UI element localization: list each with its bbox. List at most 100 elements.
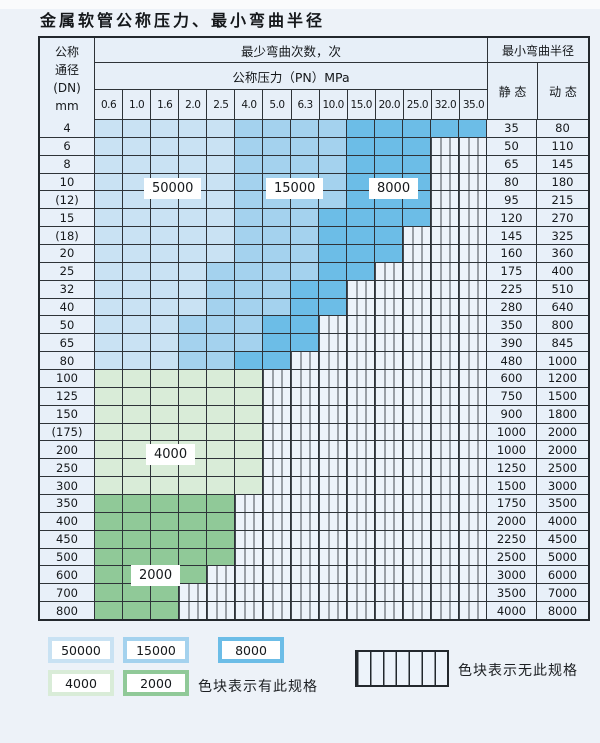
- dn-column-header: 公称 通径 (DN) mm: [40, 38, 95, 120]
- pressure-col-header: 20.0: [375, 90, 404, 119]
- cell-no-spec: [403, 262, 431, 280]
- cell-z15000: [235, 245, 263, 262]
- cell-z50000: [179, 280, 207, 298]
- cell-no-spec: [263, 441, 291, 459]
- legend-swatch-4000: 4000: [48, 670, 114, 696]
- cell-no-spec: [431, 209, 459, 227]
- cell-no-spec: [291, 405, 319, 423]
- dynamic-cell: 5000: [537, 548, 588, 566]
- cell-z50000: [207, 155, 235, 173]
- legend-swatch-label: 15000: [127, 641, 185, 659]
- dn-cell: 100: [40, 370, 95, 387]
- pressure-col-header: 25.0: [403, 90, 432, 119]
- static-cell: 225: [487, 280, 537, 298]
- cell-z4000: [151, 423, 179, 441]
- cell-z4000: [95, 459, 123, 477]
- cell-no-spec: [431, 548, 459, 566]
- cell-no-spec: [347, 280, 375, 298]
- dynamic-cell: 845: [537, 334, 588, 352]
- top-strip: [0, 0, 600, 9]
- cell-z50000: [207, 227, 235, 245]
- cell-z50000: [179, 155, 207, 173]
- dynamic-cell: 110: [537, 137, 588, 155]
- cell-no-spec: [459, 298, 487, 316]
- cell-no-spec: [319, 459, 347, 477]
- cell-no-spec: [179, 584, 207, 602]
- cell-z2000: [179, 512, 207, 530]
- cell-z15000: [207, 280, 235, 298]
- cell-no-spec: [235, 566, 263, 584]
- cell-no-spec: [319, 423, 347, 441]
- cell-no-spec: [459, 245, 487, 262]
- cell-z15000: [235, 191, 263, 209]
- cell-z15000: [179, 352, 207, 370]
- cell-z50000: [95, 191, 123, 209]
- static-cell: 2000: [487, 512, 537, 530]
- dynamic-cell: 180: [537, 173, 588, 191]
- cell-no-spec: [291, 512, 319, 530]
- pressure-col-header: 32.0: [431, 90, 461, 119]
- cell-no-spec: [431, 298, 459, 316]
- cell-z2000: [151, 584, 179, 602]
- dynamic-cell: 3500: [537, 495, 588, 512]
- pressure-col-header: 15.0: [347, 90, 376, 119]
- cell-z8000: [431, 120, 459, 137]
- cell-no-spec: [207, 584, 235, 602]
- table-row: 150 900 1800: [40, 405, 588, 424]
- cell-no-spec: [319, 495, 347, 512]
- cell-no-spec: [291, 495, 319, 512]
- cell-z4000: [207, 387, 235, 405]
- cell-no-spec: [403, 334, 431, 352]
- cell-no-spec: [347, 405, 375, 423]
- zone-label-50000: 50000: [145, 179, 201, 198]
- cell-z50000: [95, 137, 123, 155]
- cell-no-spec: [459, 423, 487, 441]
- legend-no-spec-swatch: [355, 650, 449, 687]
- cell-z4000: [95, 387, 123, 405]
- dn-cell: 20: [40, 245, 95, 262]
- dn-cell: 700: [40, 584, 95, 602]
- cell-z8000: [291, 280, 319, 298]
- cell-z50000: [123, 120, 151, 137]
- cell-no-spec: [459, 173, 487, 191]
- cell-no-spec: [459, 602, 487, 620]
- table-row: (18) 145 325: [40, 227, 588, 246]
- cell-no-spec: [263, 370, 291, 387]
- cell-z2000: [207, 512, 235, 530]
- cell-z2000: [95, 602, 123, 620]
- cell-no-spec: [319, 602, 347, 620]
- cell-z2000: [207, 495, 235, 512]
- cell-no-spec: [403, 423, 431, 441]
- cell-no-spec: [263, 495, 291, 512]
- pressure-value-header-row: 0.6 1.0 1.6 2.0 2.5 4.0 5.0 6.3 10.0 15.0 20.0 25.0…: [95, 90, 488, 120]
- cell-no-spec: [179, 602, 207, 620]
- table-row: (175) 1000 2000: [40, 423, 588, 442]
- cell-no-spec: [375, 530, 403, 548]
- cell-z50000: [207, 245, 235, 262]
- cell-no-spec: [375, 441, 403, 459]
- cell-no-spec: [319, 566, 347, 584]
- cell-z15000: [235, 155, 263, 173]
- cell-z2000: [151, 530, 179, 548]
- cell-z4000: [207, 459, 235, 477]
- cell-z50000: [123, 280, 151, 298]
- cell-no-spec: [291, 566, 319, 584]
- static-cell: 600: [487, 370, 537, 387]
- cell-z50000: [123, 352, 151, 370]
- dn-cell: (175): [40, 423, 95, 441]
- cell-no-spec: [431, 227, 459, 245]
- cell-no-spec: [263, 530, 291, 548]
- cell-no-spec: [403, 387, 431, 405]
- dn-cell: (18): [40, 227, 95, 245]
- cell-no-spec: [375, 352, 403, 370]
- cell-z50000: [95, 280, 123, 298]
- cell-z8000: [375, 120, 403, 137]
- cell-no-spec: [319, 548, 347, 566]
- cell-no-spec: [319, 352, 347, 370]
- cell-no-spec: [431, 495, 459, 512]
- cell-no-spec: [347, 441, 375, 459]
- cell-z2000: [179, 566, 207, 584]
- cell-no-spec: [347, 334, 375, 352]
- cell-z50000: [179, 227, 207, 245]
- cell-z2000: [179, 495, 207, 512]
